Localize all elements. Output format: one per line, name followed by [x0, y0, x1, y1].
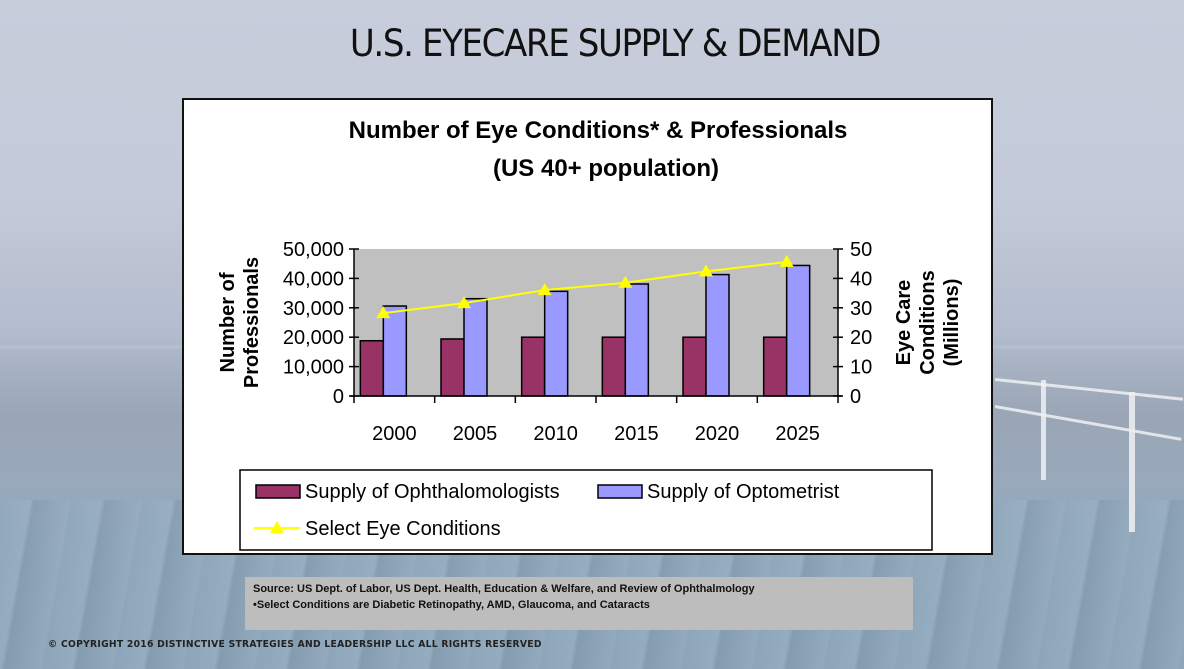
y-tick-label-left: 20,000 [283, 327, 344, 349]
y-axis-title-right: Eye Care Conditions (Millions) [893, 270, 963, 374]
line-eye-conditions [383, 260, 787, 315]
marker-eye-conditions-2010 [537, 283, 552, 296]
footnote-text: •Select Conditions are Diabetic Retinopa… [253, 599, 650, 611]
legend: Supply of Ophthalomologists Supply of Op… [239, 469, 933, 551]
bar-optometrist-2000 [382, 305, 408, 397]
y-tick-label-right: 40 [850, 268, 872, 290]
background-railing-post [1129, 392, 1135, 532]
y-tick-label-right: 30 [850, 298, 872, 320]
copyright-text: © COPYRIGHT 2016 DISTINCTIVE STRATEGIES … [48, 639, 542, 650]
bar-ophthalmologists-2025 [762, 336, 788, 397]
chart-svg: Number of Eye Conditions* & Professional… [217, 117, 963, 551]
y-axis-title-line: Conditions [917, 270, 939, 374]
y-tick-label-left: 40,000 [283, 268, 344, 290]
x-tick-label: 2010 [533, 423, 578, 445]
legend-label-eye-conditions: Select Eye Conditions [305, 518, 501, 540]
bar-ophthalmologists-2015 [601, 336, 627, 397]
y-tick-label-right: 50 [850, 239, 872, 261]
bar-ophthalmologists-2010 [520, 336, 546, 397]
x-tick-label: 2020 [695, 423, 740, 445]
background-railing [994, 405, 1182, 441]
y-axis-title-line: Eye Care [893, 280, 915, 366]
y-axis-title-line: Professionals [241, 257, 263, 388]
legend-marker-triangle-icon [270, 521, 284, 533]
marker-eye-conditions-2000 [376, 306, 391, 319]
bar-ophthalmologists-2020 [682, 336, 707, 397]
y-tick-label-right: 20 [850, 327, 872, 349]
chart-container: Number of Eye Conditions* & Professional… [182, 98, 993, 555]
y-tick-label-left: 50,000 [283, 239, 344, 261]
x-tick-label: 2025 [775, 423, 820, 445]
bar-ophthalmologists-2000 [359, 339, 385, 397]
legend-box [239, 469, 933, 551]
plot-area [354, 249, 838, 396]
y-tick-label-left: 30,000 [283, 298, 344, 320]
source-text: Source: US Dept. of Labor, US Dept. Heal… [253, 583, 755, 595]
y-axis-title-line: (Millions) [941, 279, 963, 367]
y-tick-label-right: 0 [850, 386, 861, 408]
bar-optometrist-2005 [463, 297, 488, 397]
chart-title: Number of Eye Conditions* & Professional… [349, 117, 848, 144]
background-railing [994, 378, 1184, 401]
x-tick-label: 2015 [614, 423, 659, 445]
legend-swatch-ophthalmologists [255, 484, 301, 499]
bar-optometrist-2025 [785, 264, 811, 397]
y-axis-title-left: Number of Professionals [217, 257, 263, 388]
y-tick-label-left: 0 [333, 386, 344, 408]
slide-title: U.S. EYECARE SUPPLY & DEMAND [349, 22, 882, 65]
legend-label-optometrist: Supply of Optometrist [647, 481, 840, 503]
x-tick-label: 2000 [372, 423, 417, 445]
marker-eye-conditions-2015 [618, 275, 633, 288]
bar-optometrist-2010 [543, 290, 569, 397]
legend-label-ophthalmologists: Supply of Ophthalomologists [305, 481, 560, 503]
marker-eye-conditions-2025 [779, 254, 794, 267]
y-axis-title-line: Number of [217, 272, 239, 372]
x-tick-label: 2005 [453, 423, 498, 445]
source-note-box: Source: US Dept. of Labor, US Dept. Heal… [245, 577, 913, 630]
bar-ophthalmologists-2005 [440, 338, 465, 397]
marker-eye-conditions-2005 [457, 296, 471, 309]
y-tick-label-left: 10,000 [283, 357, 344, 379]
y-tick-label-right: 10 [850, 357, 872, 379]
legend-swatch-optometrist [597, 484, 643, 499]
marker-eye-conditions-2020 [699, 264, 713, 277]
background-railing-post [1041, 380, 1046, 480]
bar-optometrist-2020 [705, 273, 730, 397]
chart-subtitle: (US 40+ population) [493, 155, 719, 182]
bar-optometrist-2015 [624, 283, 650, 397]
